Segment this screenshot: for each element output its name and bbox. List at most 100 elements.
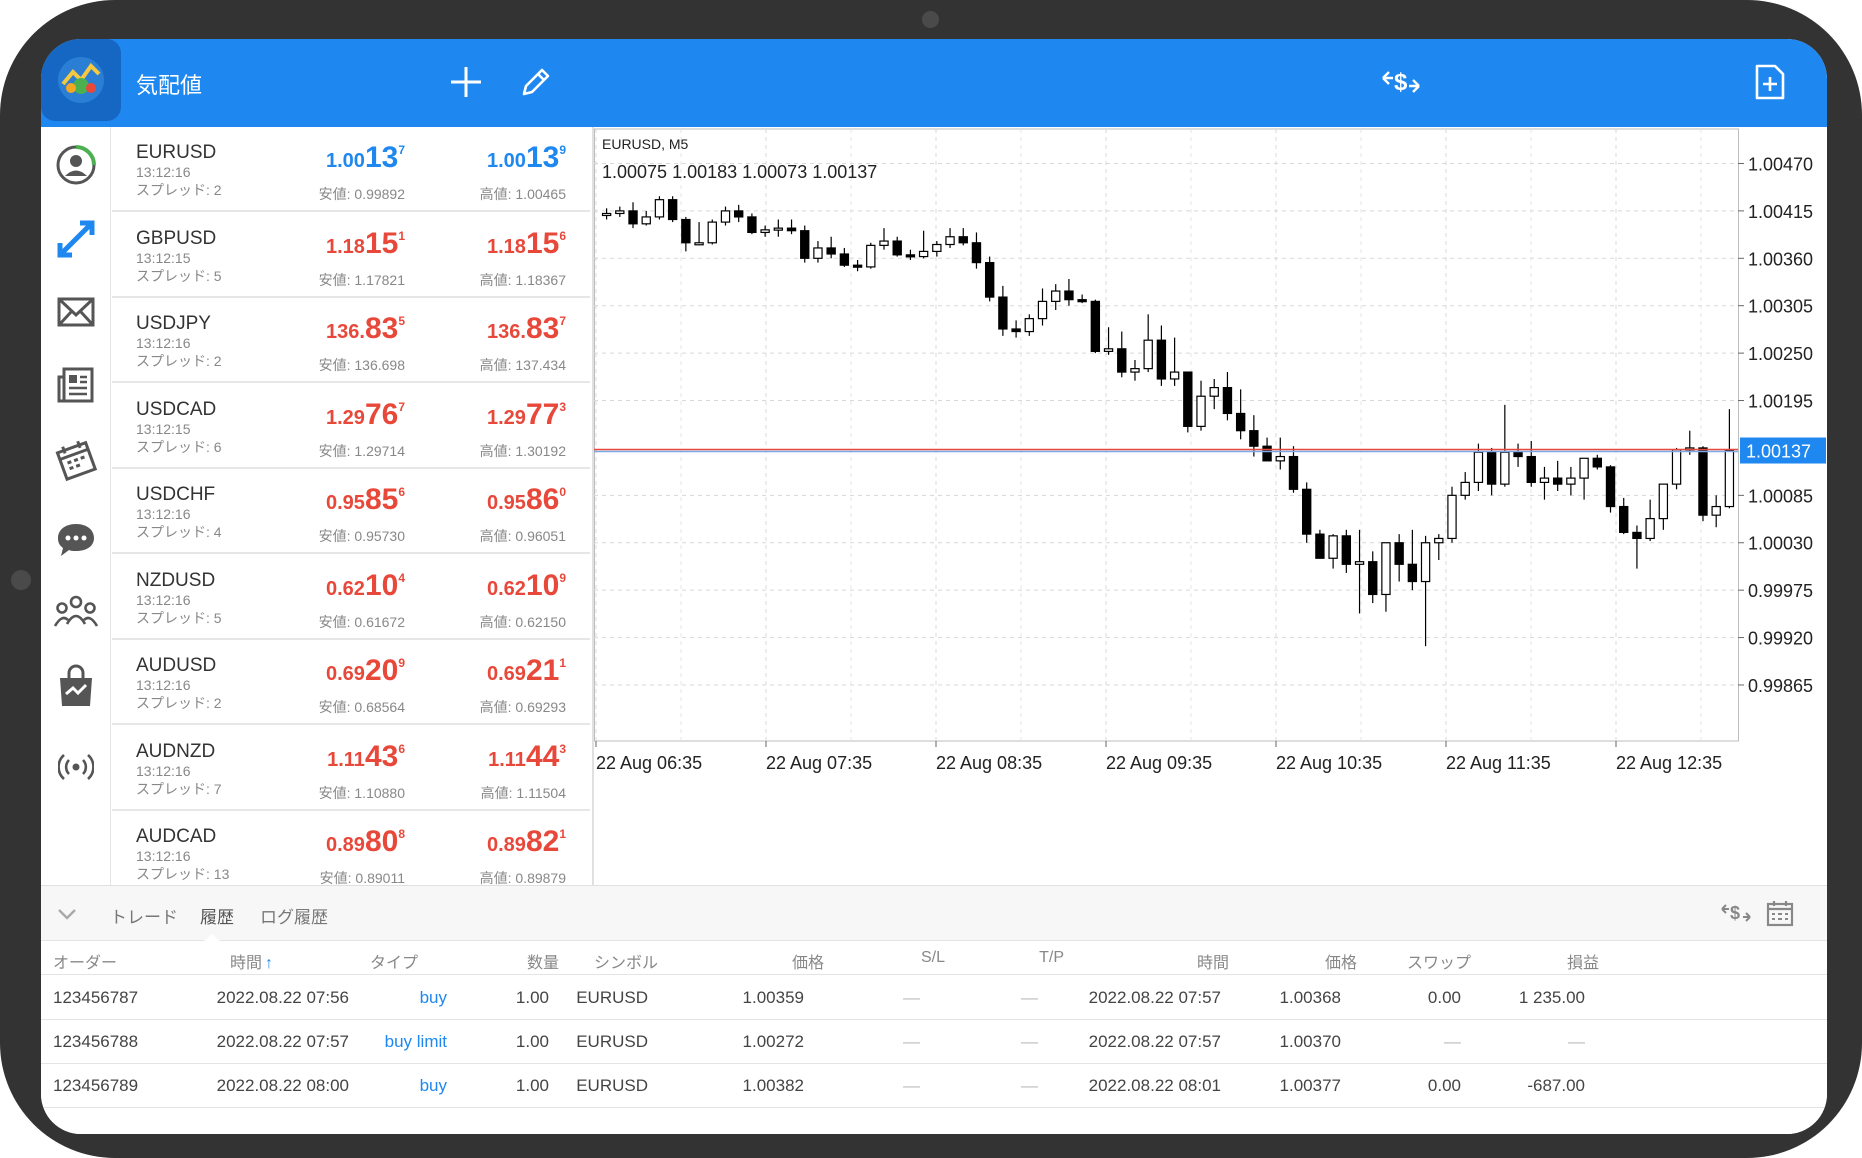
nav-market[interactable] xyxy=(41,657,111,717)
candle-bullish xyxy=(1658,483,1669,520)
quote-time: 13:12:16 xyxy=(136,591,191,608)
candle-bearish xyxy=(852,264,863,268)
y-tick-label: 0.99975 xyxy=(1748,581,1813,601)
candle-bullish xyxy=(1037,300,1048,320)
add-symbol-button[interactable] xyxy=(443,59,489,105)
nav-signals[interactable] xyxy=(41,737,111,797)
plot-area xyxy=(594,128,1739,742)
candle-bullish xyxy=(945,236,955,246)
column-header[interactable]: 数量 xyxy=(526,955,559,972)
period-select-button[interactable] xyxy=(1763,896,1797,930)
price-chart[interactable]: 1.00470 1.00415 1.00360 1.00305 1.00250 1.001… xyxy=(592,127,1827,885)
bid-price: 1.11436 xyxy=(327,739,405,773)
table-cell: — xyxy=(1568,1032,1585,1051)
edit-list-button[interactable] xyxy=(513,59,559,105)
candle-bearish xyxy=(1368,561,1378,596)
quote-row[interactable]: GBPUSD 13:12:15 スプレッド: 5 1.18151 1.18156 安値: … xyxy=(112,213,590,298)
x-tick-label: 22 Aug 10:35 xyxy=(1276,753,1382,773)
metatrader-logo-icon xyxy=(58,57,104,103)
nav-chat[interactable] xyxy=(41,510,111,570)
new-order-button[interactable] xyxy=(1747,59,1793,105)
toolbox-panel: トレード 履歴 ログ履歴 $ xyxy=(41,885,1827,1134)
quote-row[interactable]: NZDUSD 13:12:16 スプレッド: 5 0.62104 0.62109 安値: … xyxy=(112,555,590,640)
table-cell: — xyxy=(1021,988,1038,1007)
quote-time: 13:12:16 xyxy=(136,506,191,522)
column-header[interactable]: タイプ xyxy=(369,955,418,972)
quote-row[interactable]: AUDUSD 13:12:16 スプレッド: 2 0.69209 0.69211 安値: … xyxy=(112,640,590,725)
candlestick-chart[interactable]: 1.00470 1.00415 1.00360 1.00305 1.00250 1.001… xyxy=(594,127,1827,885)
current-price-badge xyxy=(1740,437,1826,464)
candle-bearish xyxy=(1117,348,1127,373)
chart-symbol-timeframe: EURUSD, M5 xyxy=(602,136,689,152)
table-cell: 2022.08.22 07:57 xyxy=(1088,1032,1221,1051)
y-tick-label: 0.99865 xyxy=(1748,676,1813,696)
low-price: 安値: 0.68564 xyxy=(318,699,405,715)
app-logo[interactable] xyxy=(41,39,121,121)
history-trade-button[interactable]: $ xyxy=(1719,896,1753,930)
quote-row[interactable]: USDCHF 13:12:16 スプレッド: 4 0.95856 0.95860 安値: … xyxy=(112,469,590,554)
nav-mail[interactable] xyxy=(41,282,111,342)
candle-bullish xyxy=(1711,505,1721,516)
table-cell: 1.00 xyxy=(515,1076,549,1095)
tab-trade[interactable]: トレード xyxy=(110,908,178,927)
svg-text:$: $ xyxy=(1730,903,1740,923)
x-tick-label: 22 Aug 09:35 xyxy=(1106,753,1212,773)
candle-bearish xyxy=(1486,451,1497,485)
column-header[interactable]: 損益 xyxy=(1566,955,1599,972)
chevron-down-icon[interactable] xyxy=(55,904,79,924)
quote-row[interactable]: USDJPY 13:12:16 スプレッド: 2 136.835 136.837 安値: … xyxy=(112,298,590,383)
spread-value: スプレッド: 13 xyxy=(136,866,230,882)
table-row[interactable]: 123456789 2022.08.22 08:00 buy 1.00 EURUSD 1.… xyxy=(41,1064,1827,1108)
quote-row[interactable]: EURUSD 13:12:16 スプレッド: 2 1.00137 1.00139 安値: … xyxy=(112,127,590,212)
column-header[interactable]: 時間 xyxy=(1196,955,1229,972)
table-cell: EURUSD xyxy=(576,988,648,1007)
candle-bullish xyxy=(1579,457,1589,479)
trade-button[interactable]: $ xyxy=(1378,59,1424,105)
bid-price: 0.89808 xyxy=(326,825,405,858)
nav-news[interactable] xyxy=(41,355,111,415)
quote-row[interactable]: USDCAD 13:12:15 スプレッド: 6 1.29767 1.29773 安値: … xyxy=(112,384,590,469)
column-header[interactable]: 価格 xyxy=(1324,955,1357,972)
x-tick-label: 22 Aug 12:35 xyxy=(1616,753,1722,773)
tab-journal[interactable]: ログ履歴 xyxy=(260,908,328,927)
bid-price: 1.00137 xyxy=(326,141,405,174)
chat-icon xyxy=(58,524,94,556)
candle-bearish xyxy=(800,230,810,259)
candle-bullish xyxy=(1143,339,1153,370)
low-price: 安値: 0.99892 xyxy=(318,186,405,202)
candle-bearish xyxy=(1513,451,1523,458)
symbol-name: AUDCAD xyxy=(136,826,217,847)
quote-row[interactable]: AUDNZD 13:12:16 スプレッド: 7 1.11436 1.11443 安値: … xyxy=(112,726,590,811)
column-header[interactable]: T/P xyxy=(1039,949,1064,966)
column-header[interactable]: シンボル xyxy=(593,955,658,972)
candle-bearish xyxy=(1698,447,1708,516)
table-cell: 2022.08.22 07:56 xyxy=(216,988,349,1007)
side-navigation xyxy=(41,127,111,885)
column-header[interactable]: 時間 ↑ xyxy=(229,955,273,972)
table-row[interactable]: 123456787 2022.08.22 07:56 buy 1.00 EURUSD 1.… xyxy=(41,976,1827,1020)
column-header[interactable]: オーダー xyxy=(53,955,118,972)
nav-community[interactable] xyxy=(41,582,111,642)
table-cell: 123456788 xyxy=(53,1032,139,1051)
candle-bearish xyxy=(1632,531,1642,540)
nav-chart[interactable] xyxy=(41,209,111,269)
table-cell: 123456789 xyxy=(53,1076,139,1095)
table-row[interactable]: 123456788 2022.08.22 07:57 buy limit 1.00 EU… xyxy=(41,1020,1827,1064)
column-header[interactable]: 価格 xyxy=(791,955,824,972)
quote-row[interactable]: AUDCAD 13:12:16 スプレッド: 13 0.89808 0.89821 安値:… xyxy=(112,811,590,885)
candle-bullish xyxy=(1500,451,1510,485)
candle-bullish xyxy=(1724,449,1735,508)
column-header[interactable]: S/L xyxy=(920,949,945,966)
ask-price: 0.69211 xyxy=(487,654,566,687)
tab-history[interactable]: 履歴 xyxy=(200,908,234,927)
nav-quotes[interactable] xyxy=(41,135,111,195)
candle-bearish xyxy=(1592,457,1602,468)
candle-bullish xyxy=(1196,395,1206,427)
nav-calendar[interactable] xyxy=(41,430,111,490)
column-header[interactable]: スワップ xyxy=(1406,955,1471,972)
candle-bearish xyxy=(1552,477,1563,485)
ask-price: 0.62109 xyxy=(487,568,566,602)
candle-bullish xyxy=(1354,561,1365,565)
candle-bullish xyxy=(1275,455,1285,462)
quotes-icon xyxy=(56,145,96,185)
